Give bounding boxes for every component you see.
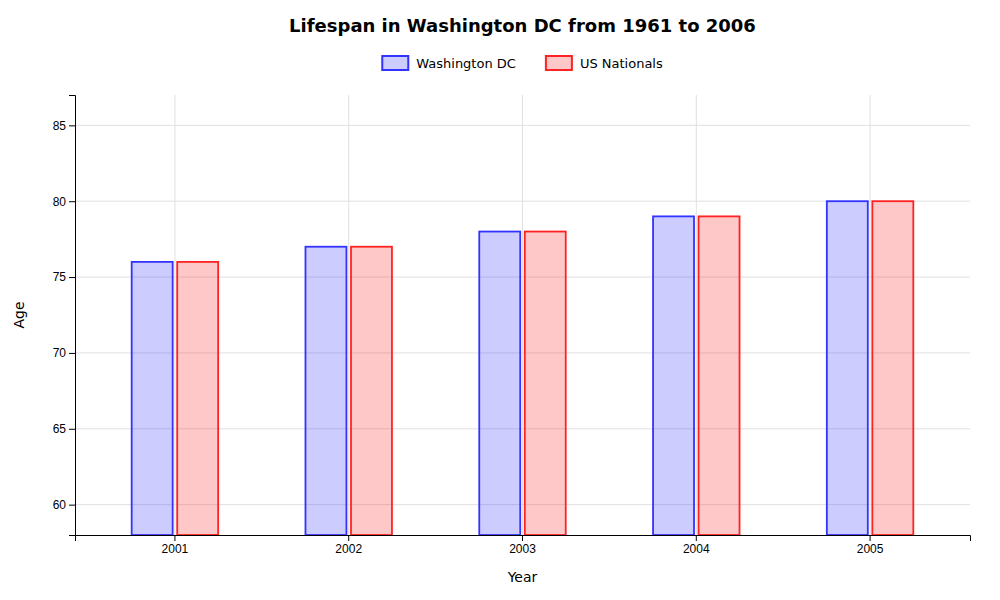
x-tick-mark [174, 535, 175, 541]
x-tick-mark [870, 535, 871, 541]
x-grid-line [348, 95, 349, 535]
x-tick-label: 2004 [683, 542, 710, 556]
x-grid-line [870, 95, 871, 535]
x-grid-line [522, 95, 523, 535]
x-tick-mark [522, 535, 523, 541]
y-tick-label: 85 [53, 119, 67, 133]
y-tick-mark [69, 277, 75, 278]
x-tick: 2004 [683, 535, 710, 556]
x-axis-title: Year [507, 569, 538, 585]
y-tick-mark [69, 429, 75, 430]
x-tick-mark [696, 535, 697, 541]
x-grid-line [696, 95, 697, 535]
y-tick: 85 [53, 119, 75, 133]
x-tick: 2001 [162, 535, 189, 556]
y-tick-mark [69, 201, 75, 202]
legend-label: Washington DC [416, 56, 516, 71]
x-tick-label: 2003 [509, 542, 536, 556]
bars [132, 201, 914, 535]
bar [305, 247, 346, 535]
legend: Washington DC US Nationals [382, 56, 663, 71]
title: Lifespan in Washington DC from 1961 to 2… [289, 15, 756, 36]
y-tick: 75 [53, 270, 75, 284]
plot: 2001 2002 2003 2004 2005 60 65 70 75 80 85 [53, 95, 971, 556]
x-tick-mark [348, 535, 349, 541]
bar [827, 201, 868, 535]
y-tick-label: 60 [53, 498, 67, 512]
y-tick-label: 65 [53, 422, 67, 436]
chart: 2001 2002 2003 2004 2005 60 65 70 75 80 85 Lifespan… [0, 0, 1000, 600]
x-tick-label: 2005 [857, 542, 884, 556]
x-axis-line [76, 536, 971, 542]
legend-item: Washington DC [382, 56, 516, 71]
y-tick: 70 [53, 346, 75, 360]
y-tick: 65 [53, 422, 75, 436]
bar [177, 262, 218, 535]
y-tick-mark [69, 353, 75, 354]
legend-item: US Nationals [546, 56, 663, 71]
x-grid-line [174, 95, 175, 535]
x-tick-label: 2001 [162, 542, 189, 556]
x-tick: 2003 [509, 535, 536, 556]
legend-label: US Nationals [580, 56, 663, 71]
y-tick-mark [69, 505, 75, 506]
y-tick-label: 80 [53, 195, 67, 209]
x-tick: 2005 [857, 535, 884, 556]
bar [525, 232, 566, 535]
y-tick-label: 70 [53, 346, 67, 360]
x-tick-label: 2002 [335, 542, 362, 556]
y-tick-label: 75 [53, 270, 67, 284]
y-axis-title: Age [11, 301, 27, 328]
bar [351, 247, 392, 535]
x-axis: 2001 2002 2003 2004 2005 [76, 535, 971, 556]
y-tick: 80 [53, 195, 75, 209]
bar [872, 201, 913, 535]
y-axis-line [69, 96, 76, 536]
bar [699, 216, 740, 535]
x-tick: 2002 [335, 535, 362, 556]
y-tick-mark [69, 125, 75, 126]
legend-swatch [382, 56, 408, 70]
bar [479, 232, 520, 535]
y-axis: 60 65 70 75 80 85 [53, 96, 76, 536]
bar [653, 216, 694, 535]
y-tick: 60 [53, 498, 75, 512]
legend-swatch [546, 56, 572, 70]
bar [132, 262, 173, 535]
grid [75, 95, 970, 535]
